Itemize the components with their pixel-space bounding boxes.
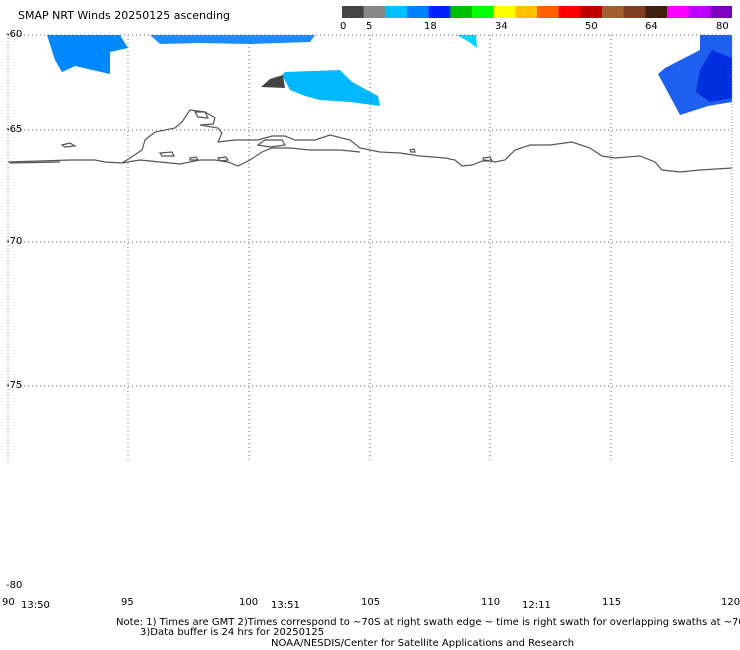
note-credit: NOAA/NESDIS/Center for Satellite Applica… (271, 638, 575, 649)
pass-time-1: 13:50 (21, 600, 50, 611)
wind-patch-east-inner (696, 50, 732, 102)
colorbar-segment (493, 6, 516, 18)
colorbar-segment (710, 6, 732, 18)
colorbar-segment (558, 6, 581, 18)
colorbar-segment (472, 6, 495, 18)
colorbar-segment (385, 6, 408, 18)
calm-patch (261, 75, 285, 88)
colorbar-tick-50: 50 (585, 21, 598, 32)
colorbar-tick-34: 34 (495, 21, 508, 32)
colorbar-segment (688, 6, 711, 18)
lat-label-75: -75 (6, 380, 23, 391)
lon-label-100: 100 (239, 597, 259, 608)
wind-patch-notch (457, 35, 477, 48)
lon-label-115: 115 (602, 597, 622, 608)
lat-label-80: -80 (6, 580, 23, 591)
lon-label-95: 95 (121, 597, 134, 608)
colorbar-segment (407, 6, 430, 18)
graticule (8, 34, 732, 463)
colorbar-segment (363, 6, 386, 18)
colorbar-segment (667, 6, 690, 18)
map-title: SMAP NRT Winds 20250125 ascending (18, 9, 231, 22)
colorbar-tick-0: 0 (340, 21, 347, 32)
colorbar-segment (645, 6, 668, 18)
colorbar-segment (580, 6, 603, 18)
lon-label-110: 110 (481, 597, 501, 608)
lat-label-60: -60 (6, 29, 23, 40)
wind-patch-center (282, 70, 380, 106)
colorbar-segment (342, 6, 365, 18)
wind-speed-colorbar (342, 6, 732, 18)
colorbar-segment (537, 6, 560, 18)
colorbar-tick-64: 64 (645, 21, 658, 32)
colorbar-tick-80: 80 (716, 21, 729, 32)
coastline (7, 109, 733, 173)
colorbar-tick-5: 5 (366, 21, 373, 32)
wind-patch-west (47, 35, 128, 74)
colorbar-tick-18: 18 (424, 21, 437, 32)
wind-patch-center-strip (150, 35, 315, 44)
note-line-2: 3)Data buffer is 24 hrs for 20250125 (140, 627, 325, 638)
colorbar-segment (428, 6, 451, 18)
pass-time-2: 13:51 (271, 600, 300, 611)
pass-time-3: 12:11 (522, 600, 551, 611)
lon-label-90: 90 (2, 597, 15, 608)
colorbar-segment (450, 6, 473, 18)
colorbar-segment (515, 6, 538, 18)
colorbar-segment (623, 6, 646, 18)
colorbar-segment (602, 6, 625, 18)
lat-label-70: -70 (6, 236, 23, 247)
lon-label-105: 105 (361, 597, 381, 608)
note-line-1: Note: 1) Times are GMT 2)Times correspon… (116, 617, 740, 628)
lat-label-65: -65 (6, 124, 23, 135)
wind-swath-patches (47, 35, 732, 115)
lon-label-120: 120 (721, 597, 740, 608)
